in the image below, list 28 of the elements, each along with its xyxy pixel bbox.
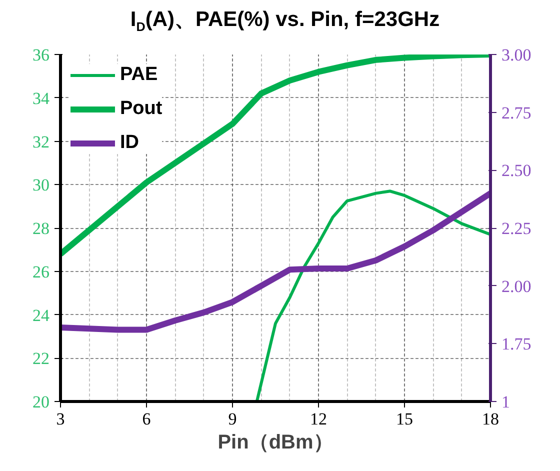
y-tick-label: 20: [32, 392, 50, 412]
legend-label: ID: [120, 132, 140, 154]
legend-label: Pout: [120, 98, 162, 120]
x-tick-label: 3: [56, 410, 65, 428]
x-tick-label: 9: [228, 410, 237, 428]
y2-tick-label: 2.75: [502, 103, 532, 122]
y-tick-label: 24: [32, 306, 50, 325]
y-tick-label: 32: [32, 132, 50, 152]
x-axis-title: Pin（dBm）: [218, 432, 334, 454]
y2-tick-label: 2.25: [502, 219, 532, 238]
y-tick-label: 22: [32, 349, 50, 368]
chart-title: I$_{D}$(A)、PAE(%) vs. Pin, f=23GHz: [130, 7, 440, 36]
y2-tick-label: 2.00: [502, 276, 532, 296]
x-tick-label: 12: [310, 410, 327, 428]
y-tick-label: 36: [32, 46, 50, 64]
y2-tick-label: 3.00: [502, 46, 532, 64]
y-tick-label: 30: [32, 176, 50, 195]
y-tick-label: 26: [32, 262, 50, 282]
y2-tick-label: 1: [502, 392, 510, 412]
y2-tick-label: 1.75: [502, 334, 532, 354]
y-tick-label: 28: [32, 219, 50, 238]
x-tick-label: 6: [142, 410, 151, 428]
line-series: [255, 190, 490, 402]
legend-label: PAE: [120, 64, 158, 86]
x-tick-label: 15: [396, 410, 413, 428]
x-tick-label: 18: [482, 410, 499, 428]
y-tick-label: 34: [32, 88, 50, 108]
y2-tick-label: 2.50: [502, 161, 532, 180]
